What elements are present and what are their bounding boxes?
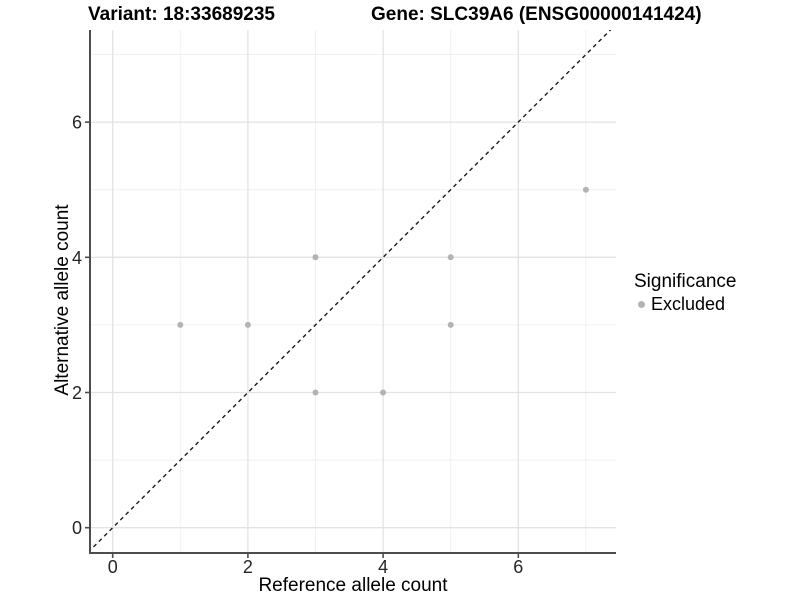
plot-title-variant: Variant: 18:33689235 bbox=[88, 4, 275, 25]
y-tick-label: 4 bbox=[72, 248, 82, 268]
data-point bbox=[312, 254, 319, 261]
data-point bbox=[447, 321, 454, 328]
x-tick-label: 6 bbox=[513, 557, 523, 577]
data-point bbox=[312, 389, 319, 396]
legend: Significance Excluded bbox=[634, 271, 736, 314]
legend-title: Significance bbox=[634, 271, 737, 292]
data-point bbox=[177, 321, 184, 328]
legend-point-icon bbox=[638, 300, 645, 308]
y-tick-label: 6 bbox=[72, 113, 82, 133]
y-tick-label: 2 bbox=[72, 383, 82, 403]
legend-item-excluded: Excluded bbox=[634, 294, 736, 314]
y-tick-label: 0 bbox=[72, 518, 82, 538]
y-axis-title: Alternative allele count bbox=[52, 204, 73, 396]
data-point bbox=[447, 254, 454, 261]
x-tick-label: 2 bbox=[243, 557, 253, 577]
x-tick-label: 4 bbox=[378, 557, 388, 577]
data-point bbox=[582, 186, 589, 193]
data-point bbox=[244, 321, 251, 328]
x-axis-title: Reference allele count bbox=[258, 575, 448, 596]
plot-title-gene: Gene: SLC39A6 (ENSG00000141424) bbox=[371, 4, 702, 25]
data-point bbox=[380, 389, 387, 396]
x-tick-label: 0 bbox=[108, 557, 118, 577]
legend-item-label: Excluded bbox=[651, 294, 726, 314]
